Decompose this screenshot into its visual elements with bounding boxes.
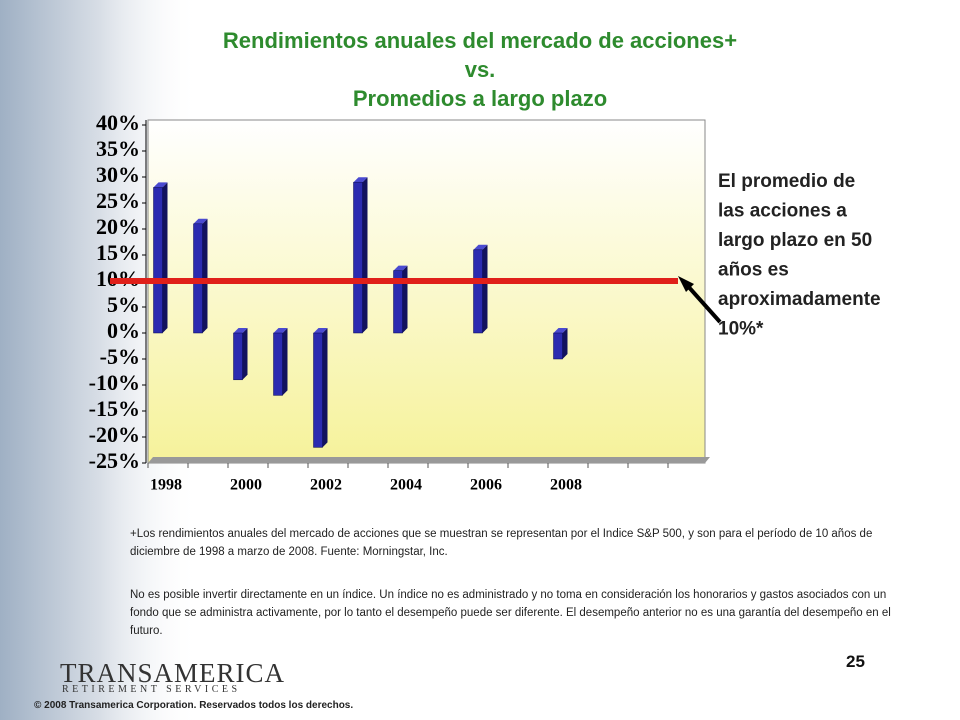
bar-side — [402, 265, 408, 333]
plot-area — [147, 119, 706, 464]
bar-top — [313, 328, 328, 333]
bar-top — [153, 182, 168, 188]
y-tick-label: -5% — [100, 344, 140, 369]
annotation: aproximadamente — [718, 289, 881, 310]
annotation: las acciones a — [718, 201, 847, 222]
y-tick-label: 35% — [96, 136, 140, 161]
logo-name: TRANSAMERICA — [60, 658, 286, 688]
y-tick-label: 20% — [96, 214, 140, 239]
x-tick-label: 2000 — [230, 477, 262, 494]
y-tick-label: 30% — [96, 162, 140, 187]
x-tick-label: 2002 — [310, 477, 342, 494]
bar-top — [193, 218, 208, 224]
chart-title: Rendimientos anuales del mercado de acci… — [223, 28, 737, 53]
copyright: © 2008 Transamerica Corporation. Reserva… — [34, 700, 354, 711]
logo-tagline: RETIREMENT SERVICES — [62, 684, 241, 695]
chart-title: vs. — [465, 57, 496, 82]
bar — [313, 332, 323, 448]
y-tick-label: 0% — [107, 318, 140, 343]
bar — [553, 332, 563, 360]
bar-top — [393, 265, 408, 271]
annotation: El promedio de — [718, 171, 855, 192]
y-tick-label: 40% — [96, 110, 140, 135]
y-tick-label: -10% — [89, 370, 140, 395]
bar — [393, 270, 403, 334]
x-tick-label: 2006 — [470, 477, 502, 494]
bar-top — [553, 328, 568, 333]
bar — [273, 332, 283, 396]
annotation: 10%* — [718, 319, 764, 340]
page-number: 25 — [846, 652, 865, 671]
bar — [353, 181, 363, 334]
bar — [473, 249, 483, 334]
x-tick-label: 1998 — [150, 477, 182, 494]
x-tick-label: 2004 — [390, 477, 422, 494]
annotation-arrowhead — [678, 276, 694, 292]
y-tick-label: -15% — [89, 396, 140, 421]
footnote: +Los rendimientos anuales del mercado de… — [130, 528, 873, 558]
annotation: largo plazo en 50 — [718, 230, 872, 251]
bar-side — [482, 244, 488, 333]
annotation: años es — [718, 260, 789, 281]
bar-side — [162, 182, 168, 333]
bar-side — [562, 328, 568, 359]
disclaimer: No es posible invertir directamente en u… — [130, 589, 891, 637]
bar-side — [362, 177, 368, 333]
bar-top — [473, 244, 488, 250]
y-tick-label: -25% — [89, 448, 140, 473]
x-tick-label: 2008 — [550, 477, 582, 494]
bar-side — [242, 328, 248, 380]
plot-floor — [148, 457, 710, 463]
bar-side — [202, 218, 208, 333]
bar — [153, 187, 163, 334]
y-tick-label: 15% — [96, 240, 140, 265]
y-tick-label: -20% — [89, 422, 140, 447]
chart-title: Promedios a largo plazo — [353, 86, 607, 111]
bar-top — [353, 177, 368, 183]
bar-side — [322, 328, 328, 448]
annotation-arrow — [684, 282, 722, 324]
bar-side — [282, 328, 288, 396]
y-tick-label: 25% — [96, 188, 140, 213]
bar-top — [273, 328, 288, 333]
bar — [233, 332, 243, 381]
bar-top — [233, 328, 248, 333]
y-tick-label: 5% — [107, 292, 140, 317]
